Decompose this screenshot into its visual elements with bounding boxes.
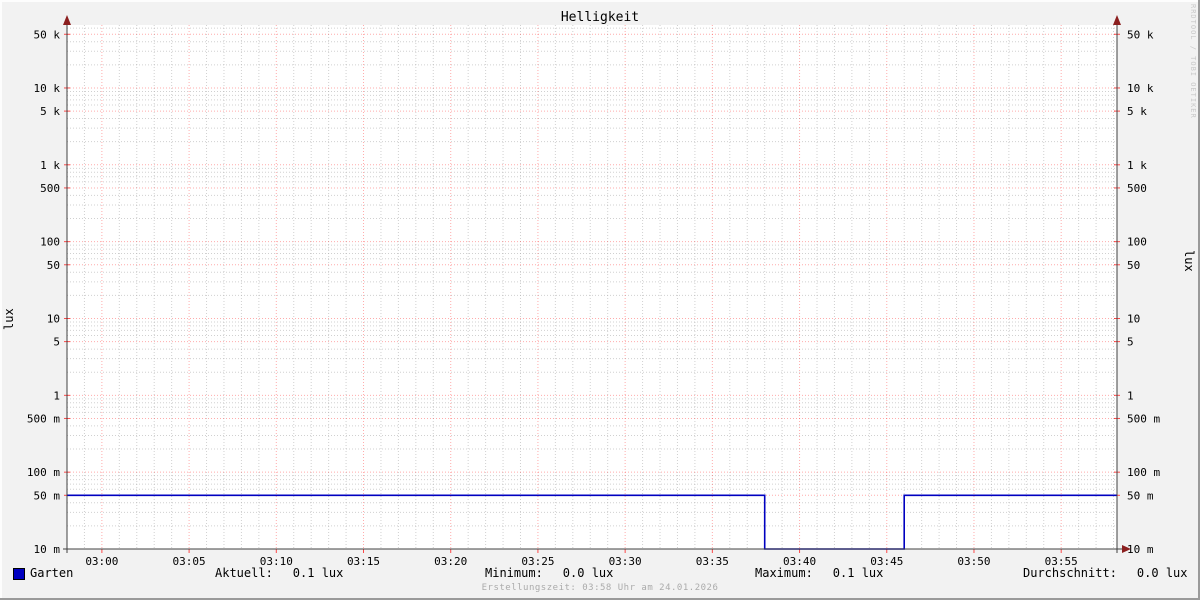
svg-text:1: 1 (1127, 389, 1134, 402)
svg-text:10: 10 (1127, 312, 1140, 325)
x-axis-arrow (1122, 545, 1131, 553)
left-axis-arrow (63, 15, 71, 25)
bevel-bottom (0, 598, 1200, 600)
svg-text:500 m: 500 m (27, 412, 60, 425)
svg-text:10: 10 (47, 312, 60, 325)
svg-text:03:40: 03:40 (783, 555, 816, 568)
svg-text:100: 100 (40, 236, 60, 249)
svg-text:50 m: 50 m (1127, 489, 1154, 502)
svg-text:10 m: 10 m (34, 543, 61, 556)
series-name-label: Garten (30, 566, 74, 580)
right-axis-arrow (1113, 15, 1121, 25)
svg-text:03:20: 03:20 (434, 555, 467, 568)
stat-durchschnitt-label: Durchschnitt: (1023, 566, 1117, 580)
svg-text:03:25: 03:25 (521, 555, 554, 568)
plot-area (67, 25, 1117, 549)
svg-text:500 m: 500 m (1127, 412, 1160, 425)
stat-maximum: Maximum: 0.1 lux (755, 566, 883, 580)
svg-text:03:45: 03:45 (870, 555, 903, 568)
svg-text:10 m: 10 m (1127, 543, 1154, 556)
svg-text:100: 100 (1127, 236, 1147, 249)
svg-text:50 k: 50 k (1127, 28, 1154, 41)
svg-text:5 k: 5 k (1127, 105, 1147, 118)
svg-text:1 k: 1 k (1127, 159, 1147, 172)
svg-text:03:10: 03:10 (260, 555, 293, 568)
bevel-right (1198, 0, 1200, 600)
svg-text:03:50: 03:50 (957, 555, 990, 568)
svg-text:50: 50 (47, 259, 60, 272)
svg-text:10 k: 10 k (1127, 82, 1154, 95)
right-axis-unit-label: lux (1182, 250, 1196, 272)
svg-text:1 k: 1 k (40, 159, 60, 172)
stat-minimum: Minimum: 0.0 lux (485, 566, 613, 580)
svg-text:5: 5 (1127, 336, 1134, 349)
series-color-swatch (13, 568, 25, 580)
bevel-left (0, 0, 2, 600)
svg-text:10 k: 10 k (34, 82, 61, 95)
svg-text:50 m: 50 m (34, 489, 61, 502)
svg-text:1: 1 (53, 389, 60, 402)
svg-text:50 k: 50 k (34, 28, 61, 41)
stat-aktuell: Aktuell: 0.1 lux (215, 566, 343, 580)
stat-minimum-value: 0.0 lux (562, 566, 614, 580)
svg-text:03:55: 03:55 (1045, 555, 1078, 568)
svg-text:03:05: 03:05 (173, 555, 206, 568)
svg-text:50: 50 (1127, 259, 1140, 272)
stat-maximum-value: 0.1 lux (832, 566, 884, 580)
rrdtool-watermark: RRDTOOL / TOBI OETIKER (1189, 4, 1197, 119)
svg-text:500: 500 (40, 182, 60, 195)
axes (63, 18, 1122, 553)
stat-minimum-label: Minimum: (485, 566, 543, 580)
minor-grid (66, 25, 1117, 549)
stat-aktuell-value: 0.1 lux (292, 566, 344, 580)
stat-aktuell-label: Aktuell: (215, 566, 273, 580)
svg-text:100 m: 100 m (1127, 466, 1160, 479)
stat-durchschnitt-value: 0.0 lux (1136, 566, 1188, 580)
creation-time-label: Erstellungszeit: 03:58 Uhr am 24.01.2026 (481, 583, 719, 593)
svg-text:100 m: 100 m (27, 466, 60, 479)
svg-text:03:35: 03:35 (696, 555, 729, 568)
stat-maximum-label: Maximum: (755, 566, 813, 580)
svg-text:03:15: 03:15 (347, 555, 380, 568)
svg-text:500: 500 (1127, 182, 1147, 195)
legend-row: Garten Aktuell: 0.1 lux Minimum: 0.0 lux M… (0, 566, 1200, 582)
bevel-top (0, 0, 1200, 2)
graph-title: Helligkeit (560, 10, 640, 25)
svg-text:5 k: 5 k (40, 105, 60, 118)
left-axis-unit-label: lux (2, 308, 16, 330)
svg-text:03:30: 03:30 (609, 555, 642, 568)
stat-durchschnitt: Durchschnitt: 0.0 lux (1023, 566, 1188, 580)
svg-text:5: 5 (53, 336, 60, 349)
tick-labels: 10 m 10 m 50 m 50 m 100 m 100 m 500 m 500 m 1 1 5 5… (27, 28, 1161, 568)
svg-text:03:00: 03:00 (85, 555, 118, 568)
